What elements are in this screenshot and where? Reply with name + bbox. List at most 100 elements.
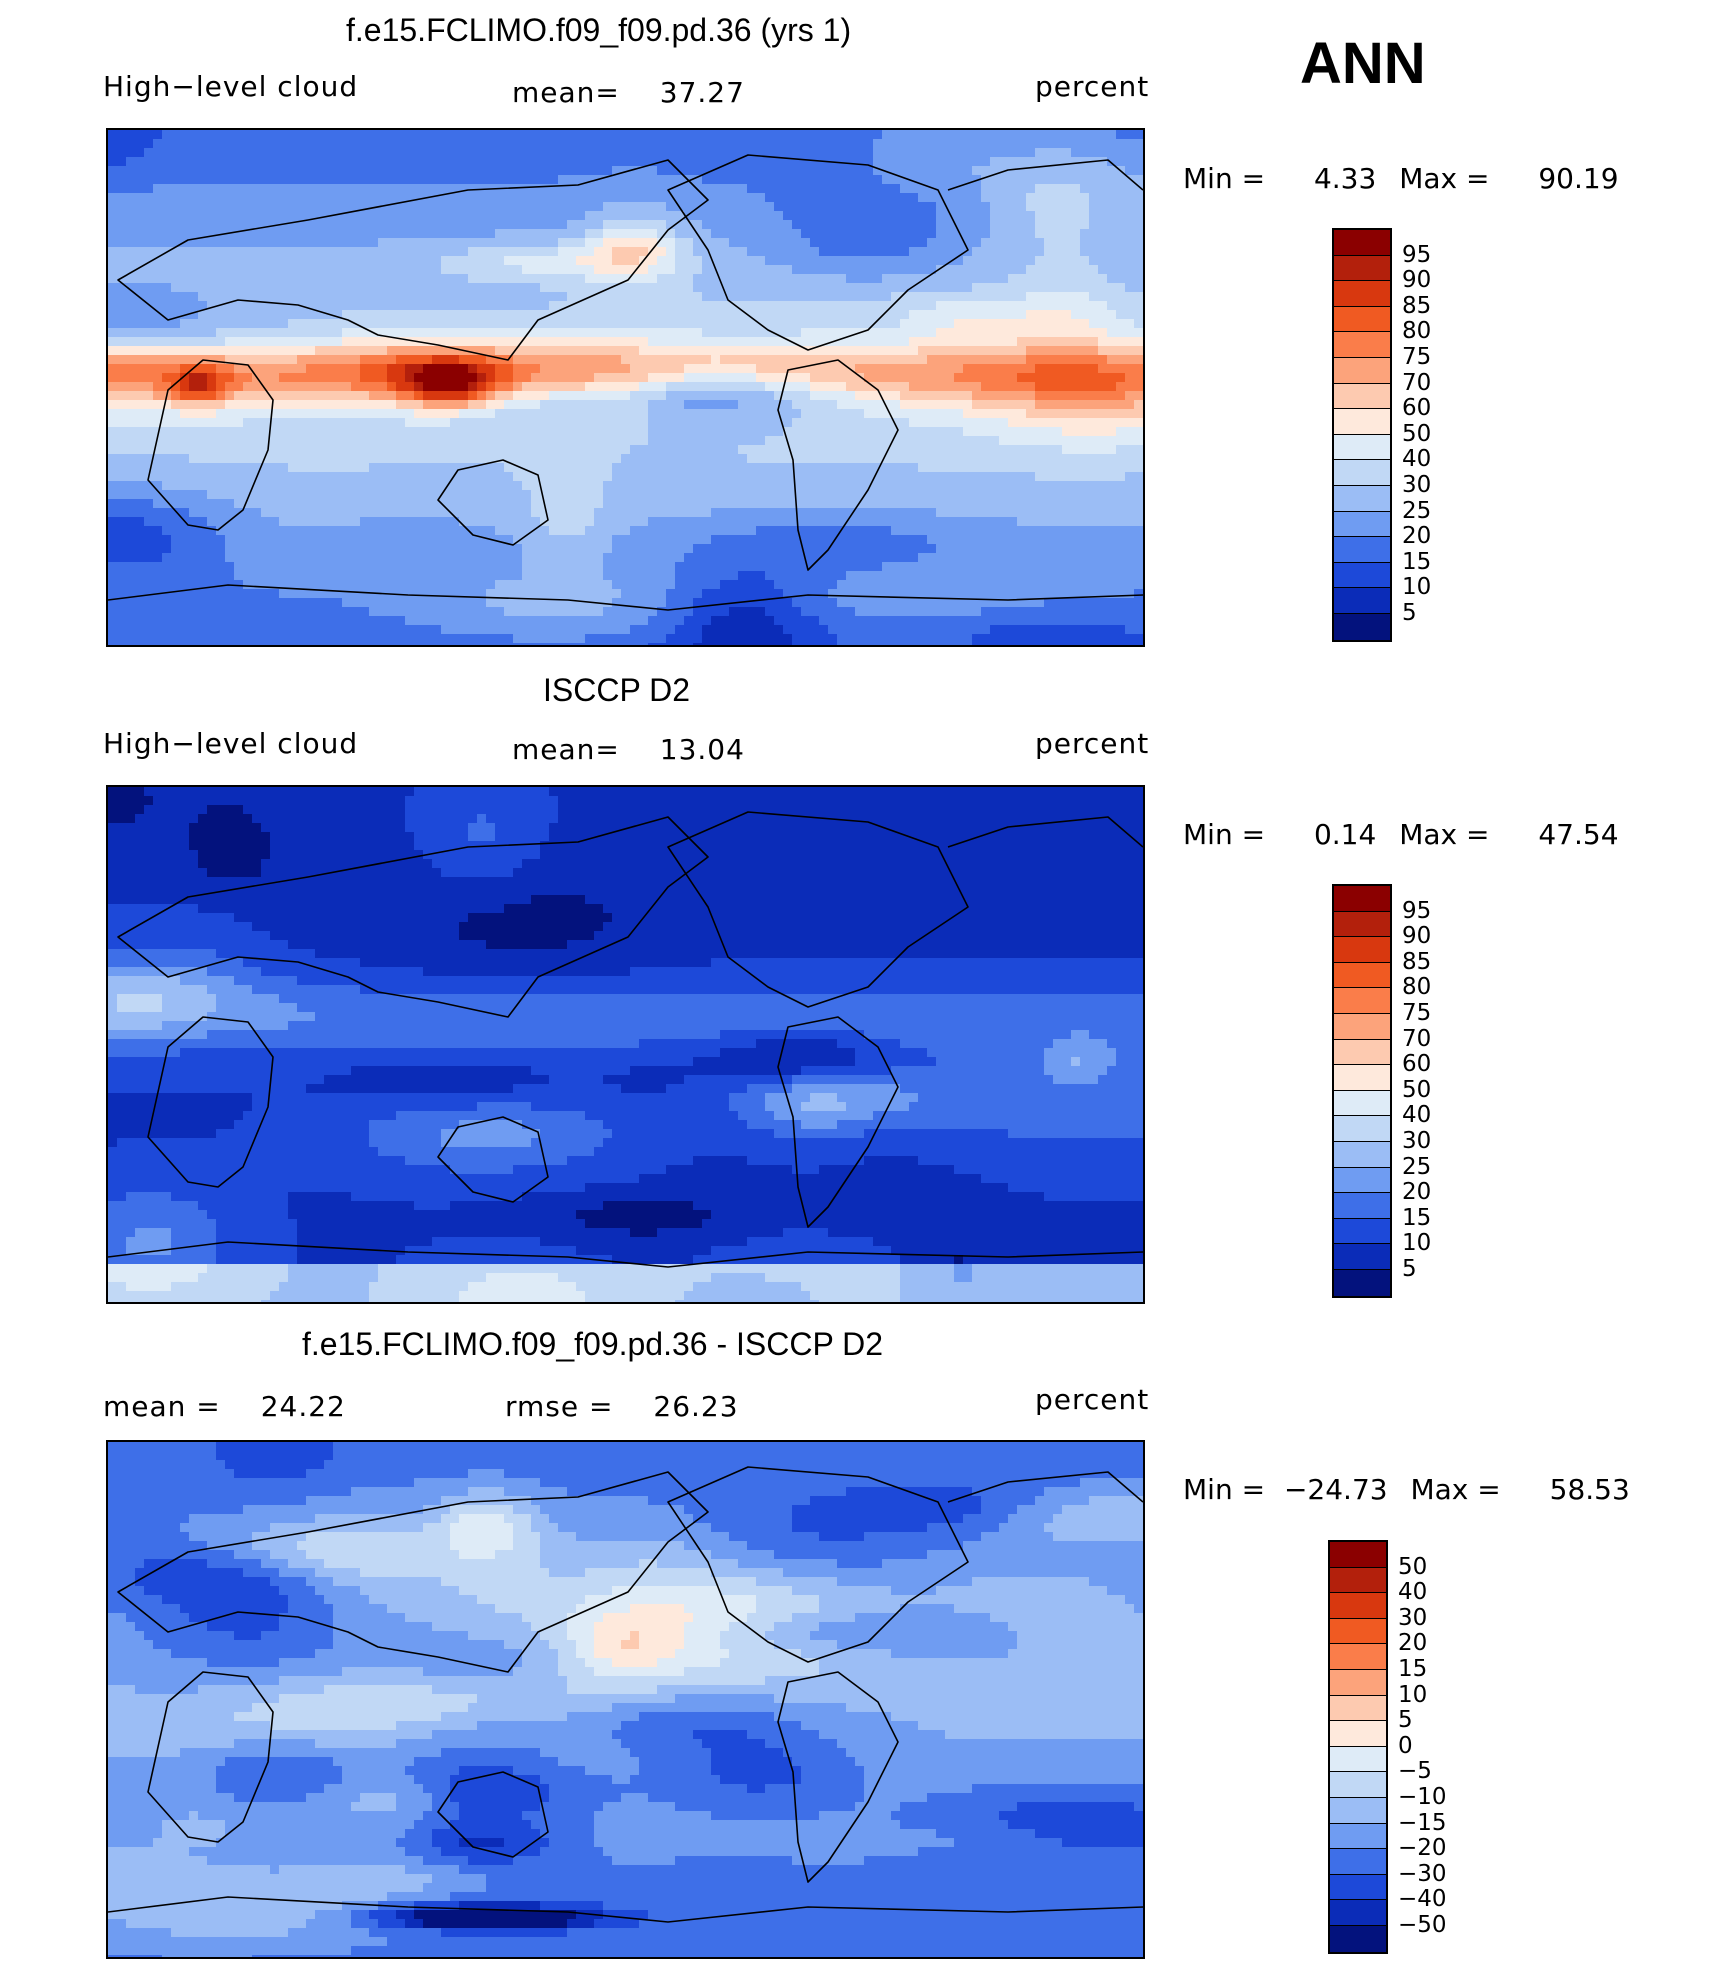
colorbar-tick-label: 75 — [1402, 1000, 1431, 1026]
colorbar-tick-label: 5 — [1398, 1707, 1413, 1733]
colorbar-swatch — [1334, 1193, 1390, 1219]
colorbar-tick-label: 80 — [1402, 974, 1431, 1000]
map-field — [108, 1442, 1143, 1957]
colorbar-swatch — [1334, 537, 1390, 563]
panel-2-map — [106, 785, 1145, 1304]
panel-2-min-value: 0.14 — [1314, 818, 1376, 851]
colorbar-swatch — [1334, 460, 1390, 486]
colorbar-swatch — [1334, 1218, 1390, 1245]
panel-1-title: f.e15.FCLIMO.f09_f09.pd.36 (yrs 1) — [346, 12, 851, 49]
colorbar-tick-label: 85 — [1402, 949, 1431, 975]
colorbar-swatch — [1334, 911, 1390, 938]
colorbar-tick-label: 40 — [1398, 1579, 1427, 1605]
colorbar-tick-label: 40 — [1402, 1102, 1431, 1128]
colorbar-tick-label: −15 — [1398, 1810, 1447, 1836]
colorbar-swatches — [1328, 1540, 1388, 1954]
colorbar-swatch — [1334, 332, 1390, 358]
colorbar-tick-label: 20 — [1398, 1630, 1427, 1656]
colorbar-tick-label: 50 — [1402, 421, 1431, 447]
colorbar-swatch — [1334, 434, 1390, 461]
panel-2-variable-label: High−level cloud — [103, 727, 358, 760]
panel-1-mean-label: mean= 37.27 — [512, 76, 745, 109]
colorbar-tick-label: 30 — [1402, 1128, 1431, 1154]
colorbar-tick-label: 5 — [1402, 600, 1417, 626]
colorbar-swatch — [1330, 1849, 1386, 1875]
colorbar-tick-label: 90 — [1402, 923, 1431, 949]
panel-3-max-label: Max = — [1410, 1473, 1500, 1506]
colorbar-swatch — [1334, 988, 1390, 1014]
colorbar-swatch — [1334, 357, 1390, 384]
colorbar-tick-label: 30 — [1402, 472, 1431, 498]
colorbar-tick-label: 95 — [1402, 898, 1431, 924]
colorbar-swatch — [1334, 306, 1390, 333]
colorbar-swatch — [1334, 230, 1390, 256]
colorbar-tick-label: 20 — [1402, 523, 1431, 549]
panel-1-minmax: Min = 4.33 Max = 90.19 — [1183, 162, 1619, 195]
colorbar-swatch — [1330, 1618, 1386, 1645]
colorbar-tick-label: 90 — [1402, 267, 1431, 293]
panel-1-min-value: 4.33 — [1314, 162, 1376, 195]
colorbar-swatches — [1332, 228, 1392, 642]
colorbar-swatch — [1334, 1244, 1390, 1270]
colorbar-swatch — [1330, 1644, 1386, 1670]
colorbar-tick-label: 50 — [1398, 1554, 1427, 1580]
colorbar-swatch — [1334, 1013, 1390, 1040]
colorbar-tick-label: −10 — [1398, 1784, 1447, 1810]
colorbar-tick-label: 5 — [1402, 1256, 1417, 1282]
colorbar-swatch — [1330, 1823, 1386, 1850]
colorbar-swatch — [1334, 613, 1390, 640]
colorbar-tick-label: 10 — [1402, 574, 1431, 600]
panel-3-rmse-value: 26.23 — [653, 1390, 738, 1423]
colorbar-swatch — [1330, 1669, 1386, 1696]
panel-1-variable-label: High−level cloud — [103, 70, 358, 103]
panel-2-minmax: Min = 0.14 Max = 47.54 — [1183, 818, 1619, 851]
colorbar-swatch — [1330, 1593, 1386, 1619]
colorbar-tick-label: 20 — [1402, 1179, 1431, 1205]
colorbar-tick-label: 50 — [1402, 1077, 1431, 1103]
colorbar-swatch — [1334, 383, 1390, 410]
colorbar-tick-label: 15 — [1402, 1205, 1431, 1231]
colorbar-swatch — [1334, 409, 1390, 435]
colorbar-tick-label: 95 — [1402, 242, 1431, 268]
colorbar-tick-label: 10 — [1398, 1682, 1427, 1708]
colorbar-tick-label: −30 — [1398, 1861, 1447, 1887]
colorbar-swatch — [1334, 962, 1390, 989]
panel-1-max-label: Max = — [1399, 162, 1489, 195]
colorbar-swatch — [1334, 1269, 1390, 1296]
colorbar-swatch — [1334, 1090, 1390, 1117]
season-label: ANN — [1300, 30, 1426, 97]
panel-2-mean-value: 13.04 — [660, 733, 745, 766]
colorbar-tick-label: 25 — [1402, 1154, 1431, 1180]
colorbar-swatches — [1332, 884, 1392, 1298]
colorbar-swatch — [1330, 1900, 1386, 1926]
colorbar-swatch — [1334, 511, 1390, 538]
colorbar-swatch — [1334, 886, 1390, 912]
colorbar-swatch — [1334, 1141, 1390, 1168]
colorbar-tick-label: 15 — [1402, 549, 1431, 575]
colorbar-swatch — [1330, 1874, 1386, 1901]
panel-3-min-label: Min = — [1183, 1473, 1265, 1506]
panel-1-max-value: 90.19 — [1538, 162, 1618, 195]
panel-3-min-value: −24.73 — [1284, 1473, 1388, 1506]
colorbar-swatch — [1334, 485, 1390, 512]
colorbar-tick-label: 80 — [1402, 318, 1431, 344]
colorbar-tick-label: −20 — [1398, 1835, 1447, 1861]
panel-3-max-value: 58.53 — [1550, 1473, 1630, 1506]
panel-2-max-label: Max = — [1399, 818, 1489, 851]
colorbar-tick-label: 70 — [1402, 370, 1431, 396]
colorbar-tick-label: 75 — [1402, 344, 1431, 370]
panel-2-units-label: percent — [1035, 727, 1149, 760]
panel-2-title: ISCCP D2 — [543, 672, 690, 709]
panel-3-mean-name: mean = — [103, 1390, 221, 1423]
panel-2-mean-label: mean= 13.04 — [512, 733, 745, 766]
colorbar-swatch — [1334, 255, 1390, 282]
colorbar-tick-label: −40 — [1398, 1886, 1447, 1912]
panel-2-mean-name: mean= — [512, 733, 620, 766]
colorbar-tick-label: 0 — [1398, 1733, 1413, 1759]
colorbar-tick-label: 40 — [1402, 446, 1431, 472]
colorbar-swatch — [1334, 1116, 1390, 1142]
panel-3-minmax: Min = −24.73 Max = 58.53 — [1183, 1473, 1630, 1506]
colorbar-tick-label: 70 — [1402, 1026, 1431, 1052]
map-field — [108, 130, 1143, 645]
colorbar-swatch — [1334, 1065, 1390, 1091]
